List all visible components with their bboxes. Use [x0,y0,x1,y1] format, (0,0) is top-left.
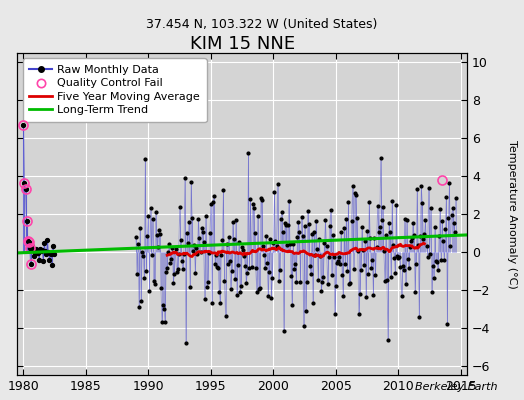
Y-axis label: Temperature Anomaly (°C): Temperature Anomaly (°C) [507,140,517,288]
Text: Berkeley Earth: Berkeley Earth [416,382,498,392]
Text: 37.454 N, 103.322 W (United States): 37.454 N, 103.322 W (United States) [146,18,378,31]
Legend: Raw Monthly Data, Quality Control Fail, Five Year Moving Average, Long-Term Tren: Raw Monthly Data, Quality Control Fail, … [23,58,206,122]
Title: KIM 15 NNE: KIM 15 NNE [190,35,294,53]
